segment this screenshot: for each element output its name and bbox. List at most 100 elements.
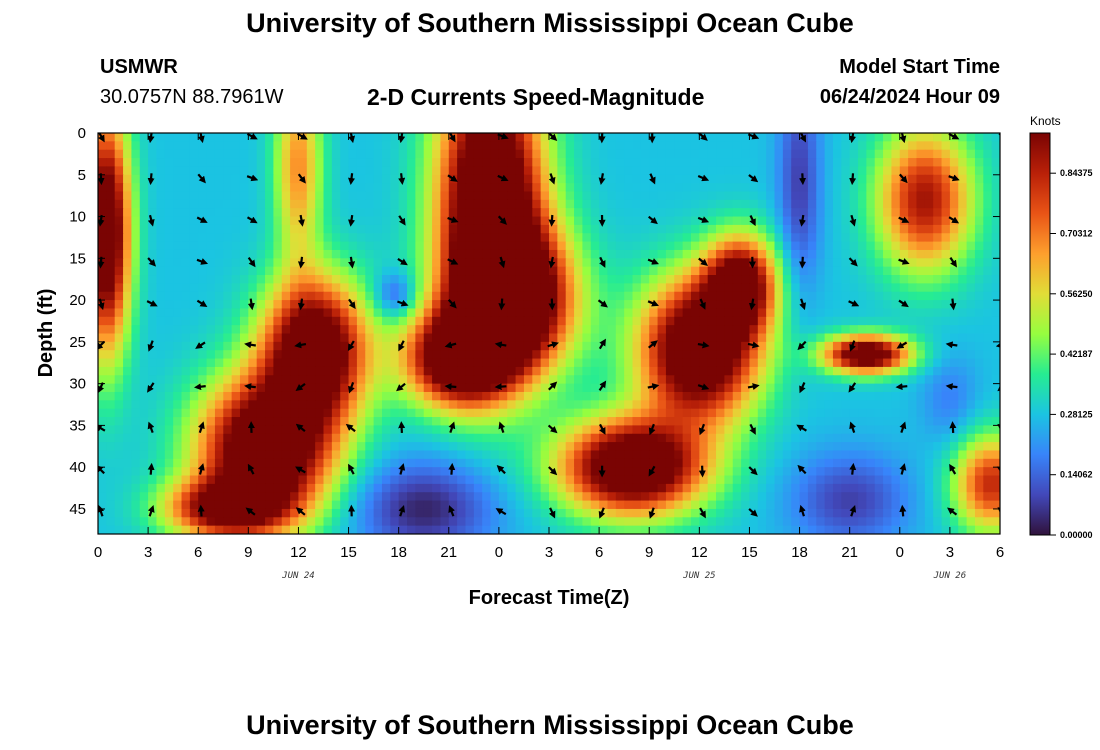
heatmap-cell (306, 325, 316, 335)
heatmap-cell (265, 158, 274, 168)
heatmap-cell (908, 275, 918, 284)
heatmap-cell (173, 266, 183, 276)
heatmap-cell (557, 166, 567, 176)
heatmap-cell (632, 149, 642, 159)
heatmap-cell (223, 517, 233, 527)
heatmap-cell (139, 141, 149, 151)
heatmap-cell (490, 241, 500, 251)
heatmap-cell (98, 408, 107, 418)
heatmap-cell (423, 258, 433, 268)
heatmap-cell (707, 417, 717, 426)
heatmap-cell (824, 249, 834, 259)
heatmap-cell (156, 149, 166, 159)
heatmap-cell (457, 366, 467, 376)
heatmap-cell (390, 208, 400, 218)
heatmap-cell (415, 275, 425, 284)
heatmap-cell (824, 500, 834, 510)
heatmap-cell (966, 174, 976, 184)
heatmap-cell (381, 475, 391, 485)
heatmap-cell (256, 249, 266, 259)
heatmap-cell (841, 158, 851, 168)
heatmap-cell (557, 149, 567, 159)
heatmap-cell (381, 467, 391, 477)
heatmap-cell (290, 492, 300, 502)
heatmap-cell (298, 199, 308, 209)
heatmap-cell (98, 216, 107, 226)
heatmap-cell (757, 358, 767, 368)
heatmap-cell (766, 174, 776, 184)
heatmap-cell (615, 174, 625, 184)
heatmap-cell (114, 258, 124, 268)
heatmap-cell (599, 133, 609, 142)
heatmap-cell (657, 500, 667, 510)
heatmap-cell (682, 141, 692, 151)
heatmap-cell (707, 333, 717, 343)
heatmap-cell (407, 174, 416, 184)
heatmap-cell (181, 450, 191, 460)
heatmap-cell (540, 275, 550, 284)
heatmap-cell (716, 283, 725, 293)
heatmap-cell (724, 467, 734, 477)
heatmap-cell (156, 166, 166, 176)
heatmap-cell (749, 450, 759, 460)
heatmap-cell (306, 291, 316, 301)
heatmap-cell (256, 300, 266, 310)
heatmap-cell (123, 341, 133, 351)
heatmap-cell (432, 308, 442, 318)
heatmap-cell (365, 341, 375, 351)
heatmap-cell (832, 391, 842, 401)
heatmap-cell (239, 391, 249, 401)
heatmap-cell (423, 224, 433, 234)
heatmap-cell (565, 483, 575, 493)
heatmap-cell (515, 450, 525, 460)
heatmap-cell (306, 341, 316, 351)
heatmap-cell (540, 341, 550, 351)
heatmap-cell (515, 408, 525, 418)
heatmap-cell (958, 291, 968, 301)
heatmap-cell (123, 458, 133, 468)
heatmap-cell (657, 266, 667, 276)
heatmap-cell (741, 241, 751, 251)
heatmap-cell (874, 391, 884, 401)
heatmap-cell (356, 408, 366, 418)
heatmap-cell (523, 492, 533, 502)
heatmap-cell (640, 358, 650, 368)
heatmap-cell (574, 300, 584, 310)
heatmap-cell (490, 425, 500, 435)
heatmap-cell (490, 316, 500, 326)
heatmap-cell (549, 158, 558, 168)
heatmap-cell (699, 291, 709, 301)
heatmap-cell (682, 283, 692, 293)
heatmap-cell (315, 158, 325, 168)
heatmap-cell (674, 291, 684, 301)
heatmap-cell (507, 325, 517, 335)
heatmap-cell (415, 417, 425, 426)
heatmap-cell (465, 467, 475, 477)
heatmap-cell (356, 391, 366, 401)
heatmap-cell (265, 366, 274, 376)
heatmap-cell (290, 500, 300, 510)
heatmap-cell (432, 391, 442, 401)
heatmap-cell (607, 183, 617, 193)
heatmap-cell (924, 433, 934, 443)
heatmap-cell (816, 475, 826, 485)
heatmap-cell (649, 149, 659, 159)
heatmap-cell (415, 467, 425, 477)
heatmap-cell (699, 224, 709, 234)
heatmap-cell (507, 300, 517, 310)
heatmap-cell (916, 174, 926, 184)
heatmap-cell (766, 425, 776, 435)
heatmap-cell (899, 316, 909, 326)
heatmap-cell (599, 366, 609, 376)
heatmap-cell (331, 333, 341, 343)
heatmap-cell (139, 308, 149, 318)
heatmap-cell (239, 492, 249, 502)
heatmap-cell (674, 400, 684, 410)
heatmap-cell (323, 316, 333, 326)
heatmap-cell (841, 216, 851, 226)
heatmap-cell (540, 258, 550, 268)
heatmap-cell (599, 141, 609, 151)
heatmap-cell (807, 450, 817, 460)
heatmap-cell (415, 174, 425, 184)
heatmap-cell (415, 300, 425, 310)
